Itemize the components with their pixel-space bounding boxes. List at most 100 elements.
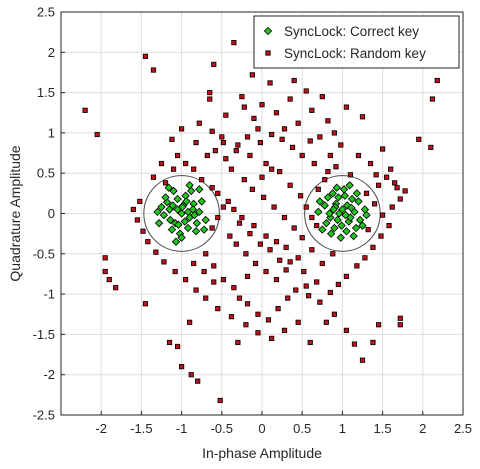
correct-key-point bbox=[333, 215, 342, 225]
random-key-point bbox=[244, 134, 251, 140]
random-key-point bbox=[307, 138, 313, 144]
random-key-point bbox=[183, 160, 189, 167]
random-key-point bbox=[241, 104, 247, 110]
random-key-point bbox=[209, 128, 215, 134]
random-key-point bbox=[199, 177, 205, 183]
random-key-point bbox=[195, 378, 201, 384]
random-key-point bbox=[215, 306, 221, 312]
correct-key-point bbox=[168, 201, 177, 210]
random-key-point bbox=[359, 357, 366, 363]
random-key-point bbox=[174, 343, 181, 350]
random-key-point bbox=[261, 194, 267, 200]
random-key-point bbox=[142, 301, 149, 307]
correct-key-point bbox=[166, 215, 175, 225]
random-key-point bbox=[235, 339, 241, 346]
random-key-point bbox=[94, 131, 100, 138]
random-key-point bbox=[354, 263, 360, 269]
random-key-point bbox=[255, 126, 261, 132]
random-key-point bbox=[244, 273, 251, 279]
random-key-point bbox=[359, 114, 366, 120]
random-key-point bbox=[379, 212, 386, 218]
random-key-point bbox=[223, 112, 229, 118]
random-key-point bbox=[236, 295, 243, 301]
random-key-point bbox=[297, 193, 304, 199]
correct-key-point bbox=[330, 223, 339, 233]
random-key-point bbox=[239, 94, 245, 100]
random-key-point bbox=[247, 231, 253, 237]
random-key-point bbox=[295, 255, 301, 261]
random-key-point bbox=[225, 198, 231, 205]
correct-key-point bbox=[171, 237, 181, 246]
random-key-point bbox=[188, 372, 194, 378]
random-key-point bbox=[209, 185, 215, 191]
random-key-point bbox=[247, 152, 253, 159]
random-key-point bbox=[243, 251, 249, 257]
random-key-point bbox=[217, 397, 223, 404]
correct-key-point bbox=[332, 183, 341, 192]
random-key-point bbox=[223, 156, 229, 162]
random-key-point bbox=[219, 134, 225, 140]
random-key-point bbox=[203, 251, 209, 257]
correct-key-point bbox=[154, 219, 164, 228]
correct-key-point bbox=[320, 201, 329, 210]
correct-key-point bbox=[325, 209, 334, 218]
random-key-point bbox=[287, 259, 293, 265]
x-tick-label: -0.5 bbox=[211, 421, 233, 436]
random-key-point bbox=[231, 285, 237, 291]
random-key-point bbox=[343, 104, 350, 110]
random-key-point bbox=[209, 225, 215, 231]
random-key-point bbox=[388, 166, 394, 172]
correct-key-point bbox=[153, 207, 162, 217]
correct-key-point bbox=[354, 197, 363, 206]
correct-key-point bbox=[334, 193, 343, 202]
random-key-point bbox=[307, 339, 313, 346]
random-key-point bbox=[166, 339, 173, 346]
random-key-point bbox=[309, 107, 315, 113]
random-key-point bbox=[169, 136, 175, 142]
random-key-point bbox=[259, 174, 265, 180]
random-key-point bbox=[207, 90, 213, 96]
y-tick-label: -0.5 bbox=[33, 246, 55, 261]
random-key-point bbox=[220, 276, 227, 283]
x-tick-label: -1 bbox=[176, 421, 188, 436]
correct-key-point bbox=[199, 225, 209, 234]
random-key-point bbox=[236, 220, 243, 226]
random-key-point bbox=[317, 134, 323, 140]
random-key-point bbox=[331, 311, 337, 317]
random-key-point bbox=[351, 341, 358, 347]
random-key-point bbox=[281, 214, 288, 221]
random-key-point bbox=[331, 130, 337, 136]
random-key-point bbox=[299, 152, 305, 159]
correct-key-point bbox=[318, 225, 327, 234]
random-key-point bbox=[211, 61, 217, 67]
random-key-point bbox=[207, 96, 213, 102]
random-key-point bbox=[243, 322, 249, 328]
random-key-point bbox=[289, 144, 296, 151]
correct-key-point bbox=[355, 215, 365, 225]
random-key-point bbox=[255, 330, 261, 336]
random-key-point bbox=[379, 146, 386, 152]
random-key-point bbox=[384, 174, 390, 180]
x-tick-label: 2 bbox=[419, 421, 426, 436]
y-tick-label: 0 bbox=[48, 206, 55, 221]
random-key-point bbox=[375, 182, 382, 188]
random-key-point bbox=[140, 228, 146, 234]
random-key-point bbox=[319, 94, 325, 100]
random-key-point bbox=[215, 214, 221, 221]
random-key-point bbox=[193, 287, 199, 293]
legend: SyncLock: Correct key SyncLock: Random k… bbox=[253, 15, 460, 69]
random-key-point bbox=[113, 285, 119, 291]
random-key-point bbox=[362, 255, 368, 261]
random-key-point bbox=[402, 188, 408, 194]
correct-key-point bbox=[326, 229, 336, 238]
random-key-point bbox=[293, 287, 299, 293]
random-key-point bbox=[434, 77, 440, 84]
random-key-point bbox=[314, 279, 320, 285]
random-key-point bbox=[255, 311, 261, 317]
correct-key-point bbox=[178, 202, 187, 212]
random-key-point bbox=[416, 136, 422, 142]
random-key-point bbox=[397, 322, 403, 328]
random-key-point bbox=[285, 295, 291, 301]
x-axis-label: In-phase Amplitude bbox=[202, 445, 322, 461]
